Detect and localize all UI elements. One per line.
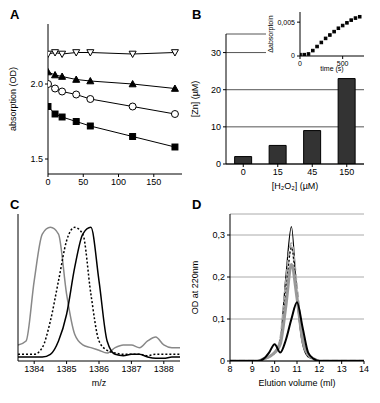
svg-text:13: 13: [337, 364, 347, 374]
svg-text:11: 11: [292, 364, 301, 374]
svg-text:[H₂O₂] (µM): [H₂O₂] (µM): [272, 181, 319, 191]
svg-text:1388: 1388: [154, 364, 174, 374]
svg-text:0: 0: [216, 159, 221, 169]
svg-text:12: 12: [314, 364, 324, 374]
html-text:A: A: [10, 7, 20, 22]
svg-text:0: 0: [298, 60, 302, 67]
svg-text:500: 500: [336, 60, 349, 67]
svg-text:0: 0: [45, 177, 50, 187]
svg-text:time (s): time (s): [320, 65, 343, 73]
svg-text:1.5: 1.5: [30, 154, 43, 164]
svg-text:1385: 1385: [57, 364, 77, 374]
svg-text:0,2: 0,2: [212, 272, 225, 282]
svg-text:10: 10: [211, 122, 221, 132]
svg-text:20: 20: [211, 85, 221, 95]
html-text:C: C: [10, 197, 20, 212]
svg-text:100: 100: [111, 177, 126, 187]
svg-text:1387: 1387: [121, 364, 141, 374]
svg-text:14: 14: [359, 364, 369, 374]
svg-text:150: 150: [339, 167, 354, 177]
svg-text:absorption (OD): absorption (OD): [8, 67, 18, 131]
svg-text:2.0: 2.0: [30, 79, 43, 89]
svg-text:30: 30: [211, 48, 221, 58]
svg-text:[Zn] (µM): [Zn] (µM): [190, 81, 200, 118]
svg-text:10: 10: [270, 364, 280, 374]
svg-text:Δabsorptoin: Δabsorptoin: [267, 15, 275, 52]
svg-text:OD at 220nm: OD at 220nm: [190, 261, 200, 315]
svg-text:1384: 1384: [24, 364, 44, 374]
svg-text:150: 150: [146, 177, 161, 187]
svg-text:1386: 1386: [89, 364, 109, 374]
svg-text:0,1: 0,1: [212, 314, 225, 324]
svg-text:45: 45: [307, 167, 317, 177]
svg-text:8: 8: [227, 364, 232, 374]
svg-text:0: 0: [291, 52, 295, 59]
svg-text:0: 0: [241, 167, 246, 177]
svg-text:Elution volume (ml): Elution volume (ml): [258, 378, 335, 388]
svg-text:0: 0: [220, 356, 225, 366]
svg-text:0,005: 0,005: [277, 19, 295, 26]
svg-text:9: 9: [250, 364, 255, 374]
svg-text:0,3: 0,3: [212, 230, 225, 240]
svg-text:50: 50: [78, 177, 88, 187]
html-text:D: D: [192, 197, 202, 212]
svg-text:m/z: m/z: [92, 378, 107, 388]
svg-text:15: 15: [273, 167, 283, 177]
html-text:B: B: [192, 7, 202, 22]
